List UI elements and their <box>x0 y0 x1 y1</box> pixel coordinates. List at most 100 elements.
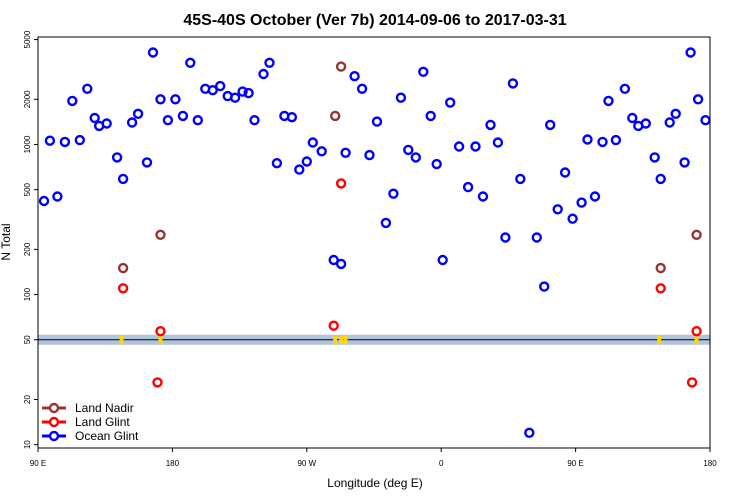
point-ocean-glint <box>664 117 675 128</box>
point-ocean-glint <box>177 110 189 122</box>
x-tick-label: 90 W <box>297 459 316 468</box>
y-tick-label: 2000 <box>23 90 32 108</box>
point-ocean-glint <box>418 66 429 78</box>
legend-marker <box>48 430 60 442</box>
x-tick-label: 180 <box>703 459 717 468</box>
point-ocean-glint <box>316 146 327 157</box>
point-ocean-glint <box>507 78 519 89</box>
point-land-glint <box>691 326 702 337</box>
point-ocean-glint <box>655 173 666 185</box>
point-ocean-glint <box>700 114 711 126</box>
point-land-nadir <box>155 229 166 241</box>
x-tick-label: 180 <box>166 459 180 468</box>
point-land-glint <box>655 283 666 294</box>
y-tick-label: 20 <box>23 395 32 404</box>
y-tick-label: 1000 <box>23 135 32 153</box>
point-ocean-glint <box>619 83 631 95</box>
y-tick-label: 500 <box>23 182 32 196</box>
point-ocean-glint <box>545 119 556 131</box>
point-ocean-glint <box>192 114 204 126</box>
point-ocean-glint <box>59 136 71 148</box>
y-tick-label: 10 <box>23 440 32 449</box>
point-ocean-glint <box>356 83 368 95</box>
y-tick-label: 200 <box>23 242 32 256</box>
legend-label: Land Nadir <box>75 401 134 415</box>
point-ocean-glint <box>126 117 138 128</box>
point-ocean-glint <box>539 281 550 292</box>
y-tick-label: 50 <box>23 335 32 344</box>
point-ocean-glint <box>403 144 414 156</box>
point-land-nadir <box>117 262 129 274</box>
point-ocean-glint <box>82 83 93 95</box>
point-ocean-glint <box>249 114 260 126</box>
point-ocean-glint <box>445 97 456 108</box>
point-ocean-glint <box>307 137 318 148</box>
band-marker <box>694 335 699 344</box>
point-ocean-glint <box>52 191 63 202</box>
x-tick-label: 90 E <box>567 459 583 468</box>
point-land-nadir <box>655 262 666 274</box>
legend-label: Land Glint <box>75 415 130 429</box>
point-ocean-glint <box>453 141 465 152</box>
point-land-glint <box>155 326 166 337</box>
point-ocean-glint <box>214 80 226 92</box>
point-ocean-glint <box>286 111 298 123</box>
x-axis-label: Longitude (deg E) <box>327 476 422 490</box>
point-ocean-glint <box>582 134 593 145</box>
x-tick-label: 90 E <box>30 459 46 468</box>
point-land-glint <box>335 178 347 189</box>
point-ocean-glint <box>74 134 86 146</box>
point-ocean-glint <box>462 181 474 193</box>
point-ocean-glint <box>67 95 78 107</box>
point-ocean-glint <box>640 118 651 129</box>
legend-marker <box>48 402 60 414</box>
point-ocean-glint <box>237 86 248 97</box>
point-ocean-glint <box>349 70 360 82</box>
point-ocean-glint <box>147 47 159 58</box>
point-ocean-glint <box>470 141 481 152</box>
point-ocean-glint <box>477 191 489 202</box>
point-ocean-glint <box>395 92 407 103</box>
point-ocean-glint <box>258 68 269 80</box>
point-ocean-glint <box>410 152 421 163</box>
band-marker <box>158 335 163 344</box>
point-ocean-glint <box>101 118 112 129</box>
plot-area <box>38 47 711 438</box>
point-ocean-glint <box>335 258 347 270</box>
point-ocean-glint <box>649 152 660 163</box>
point-ocean-glint <box>692 94 704 105</box>
point-ocean-glint <box>340 147 351 159</box>
point-ocean-glint <box>38 195 50 207</box>
chart-title: 45S-40S October (Ver 7b) 2014-09-06 to 2… <box>183 12 566 29</box>
point-ocean-glint <box>364 149 375 161</box>
point-ocean-glint <box>524 427 535 438</box>
point-land-glint <box>117 283 129 294</box>
point-ocean-glint <box>371 116 383 127</box>
y-tick-label: 100 <box>23 287 32 301</box>
band-marker <box>343 335 348 344</box>
y-tick-label: 5000 <box>23 30 32 48</box>
point-ocean-glint <box>425 110 436 122</box>
x-axis: 90 E 180 90 W 0 90 E 180 <box>30 448 717 468</box>
point-land-glint <box>686 377 698 388</box>
point-ocean-glint <box>294 164 305 175</box>
point-ocean-glint <box>567 213 578 224</box>
point-ocean-glint <box>388 188 399 199</box>
point-ocean-glint <box>531 232 542 243</box>
band-marker <box>339 335 344 344</box>
point-land-nadir <box>691 229 702 241</box>
point-ocean-glint <box>264 57 275 68</box>
point-ocean-glint <box>552 204 563 215</box>
point-ocean-glint <box>380 217 392 229</box>
band-marker <box>119 335 124 344</box>
point-ocean-glint <box>89 112 100 124</box>
x-tick-label: 0 <box>439 459 444 468</box>
point-ocean-glint <box>44 135 56 146</box>
point-ocean-glint <box>431 158 442 170</box>
point-ocean-glint <box>492 137 504 148</box>
point-ocean-glint <box>185 57 196 68</box>
point-ocean-glint <box>170 94 181 105</box>
point-ocean-glint <box>679 157 690 168</box>
